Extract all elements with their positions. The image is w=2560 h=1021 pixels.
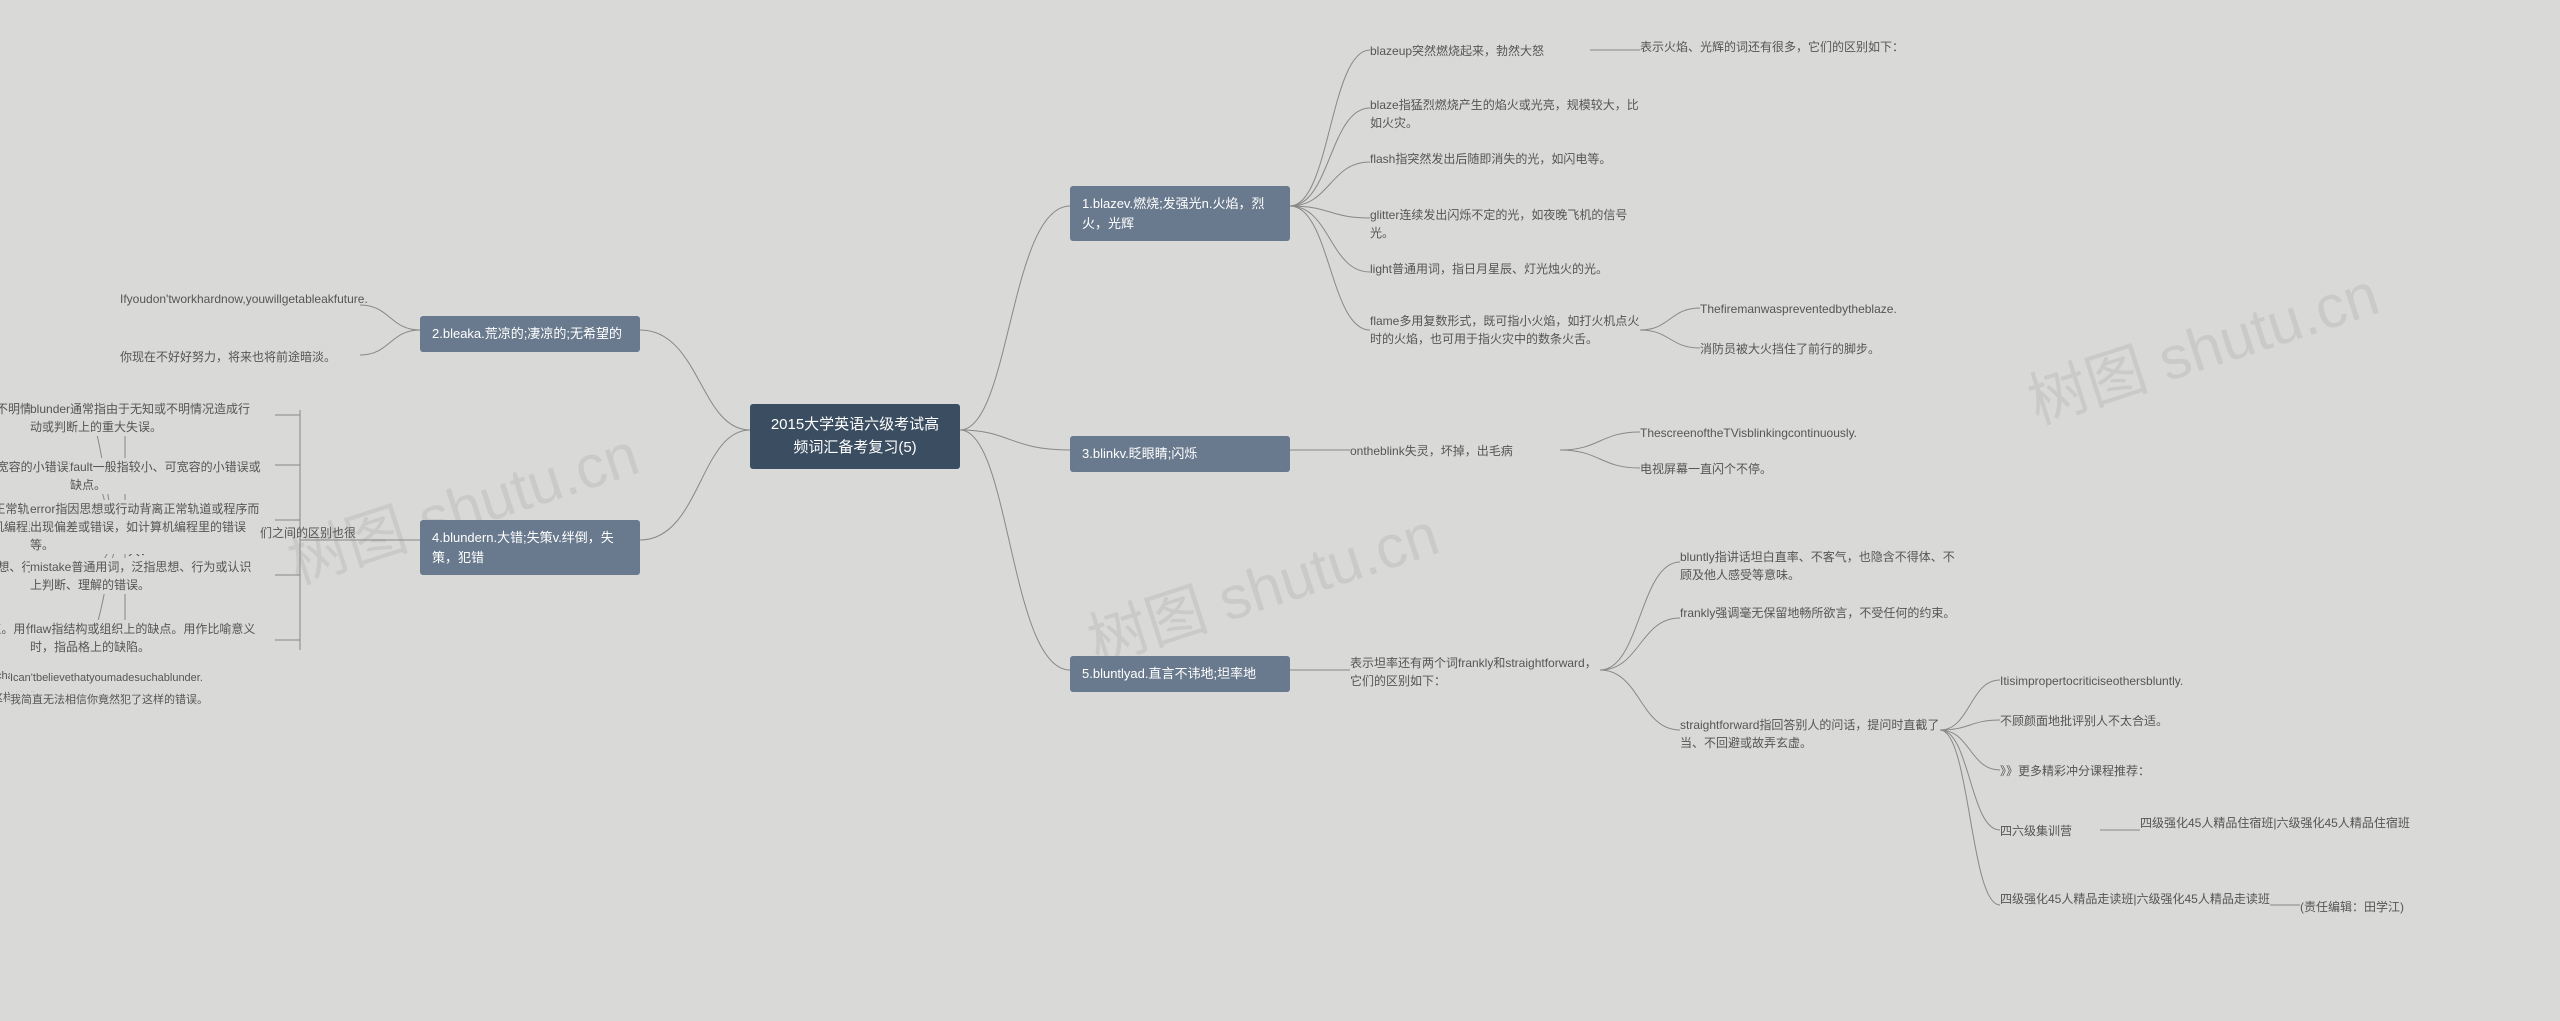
leaf-bleak-cn: 你现在不好好努力，将来也将前途暗淡。 (120, 348, 350, 366)
leaf-blunder-cn: 我简直无法相信你竟然犯了这样的错误。 (10, 692, 210, 709)
leaf-blunder-en: Ican'tbelievethatyoumadesuchablunder. (10, 670, 210, 687)
leaf-mistake-def: mistake普通用词，泛指思想、行为或认识上判断、理解的错误。 (30, 558, 260, 594)
leaf-flash-def: flash指突然发出后随即消失的光，如闪电等。 (1370, 150, 1611, 168)
leaf-ontheblink: ontheblink失灵，坏掉，出毛病 (1350, 442, 1513, 460)
leaf-bluntly-intro: 表示坦率还有两个词frankly和straightforward，它们的区别如下… (1350, 654, 1600, 690)
watermark: 树图 shutu.cn (2015, 246, 2388, 441)
leaf-blink-en: ThescreenoftheTVisblinkingcontinuously. (1640, 424, 1857, 442)
leaf-bluntly-def: bluntly指讲话坦白直率、不客气，也隐含不得体、不顾及他人感受等意味。 (1680, 548, 1960, 584)
leaf-fireman-en: Thefiremanwaspreventedbytheblaze. (1700, 300, 1897, 318)
leaf-frankly-def: frankly强调毫无保留地畅所欲言，不受任何的约束。 (1680, 604, 1955, 622)
branch-blunder: 4.blundern.大错;失策v.绊倒，失策，犯错 (420, 520, 640, 575)
leaf-flaw-def: flaw指结构或组织上的缺点。用作比喻意义时，指品格上的缺陷。 (30, 620, 260, 656)
leaf-walkclass: 四级强化45人精品走读班|六级强化45人精品走读班 (2000, 890, 2270, 908)
branch-blink: 3.blinkv.眨眼睛;闪烁 (1070, 436, 1290, 472)
leaf-blaze-def: blaze指猛烈燃烧产生的焰火或光亮，规模较大，比如火灾。 (1370, 96, 1650, 132)
leaf-flame-def: flame多用复数形式，既可指小火焰，如打火机点火时的火焰，也可用于指火灾中的数… (1370, 312, 1650, 348)
watermark: 树图 shutu.cn (1075, 486, 1448, 681)
leaf-fireman-cn: 消防员被大火挡住了前行的脚步。 (1700, 340, 1880, 358)
leaf-error-def: error指因思想或行动背离正常轨道或程序而出现偏差或错误，如计算机编程里的错误… (30, 500, 260, 554)
branch-bluntly: 5.bluntlyad.直言不讳地;坦率地 (1070, 656, 1290, 692)
leaf-blink-cn: 电视屏幕一直闪个不停。 (1640, 460, 1772, 478)
leaf-blunder-def: blunder通常指由于无知或不明情况造成行动或判断上的重大失误。 (30, 400, 260, 436)
root-node: 2015大学英语六级考试高频词汇备考复习(5) (750, 404, 960, 469)
leaf-fault-def: fault一般指较小、可宽容的小错误或缺点。 (70, 458, 270, 494)
leaf-improper-cn: 不顾颜面地批评别人不太合适。 (2000, 712, 2168, 730)
leaf-bleak-en: Ifyoudon'tworkhardnow,youwillgetableakfu… (120, 290, 350, 308)
leaf-courses-intro: 》》更多精彩冲分课程推荐： (2000, 762, 2150, 780)
leaf-blaze-note: 表示火焰、光辉的词还有很多，它们的区别如下： (1640, 38, 1904, 56)
leaf-editor: (责任编辑：田学江) (2300, 898, 2460, 916)
leaf-improper-en: Itisimpropertocriticiseothersbluntly. (2000, 672, 2183, 690)
leaf-light-def: light普通用词，指日月星辰、灯光烛火的光。 (1370, 260, 1608, 278)
leaf-straightforward-def: straightforward指回答别人的问话，提问时直截了当、不回避或故弄玄虚… (1680, 716, 1940, 752)
leaf-camp-detail: 四级强化45人精品住宿班|六级强化45人精品住宿班 (2140, 814, 2420, 832)
branch-blaze: 1.blazev.燃烧;发强光n.火焰，烈火，光辉 (1070, 186, 1290, 241)
connector-layer-left (0, 0, 2560, 1021)
leaf-camp: 四六级集训营 (2000, 822, 2090, 840)
branch-bleak: 2.bleaka.荒凉的;凄凉的;无希望的 (420, 316, 640, 352)
connector-layer (0, 0, 2560, 1021)
leaf-glitter-def: glitter连续发出闪烁不定的光，如夜晚飞机的信号光。 (1370, 206, 1650, 242)
leaf-blazeup: blazeup突然燃烧起来，勃然大怒 (1370, 42, 1544, 60)
